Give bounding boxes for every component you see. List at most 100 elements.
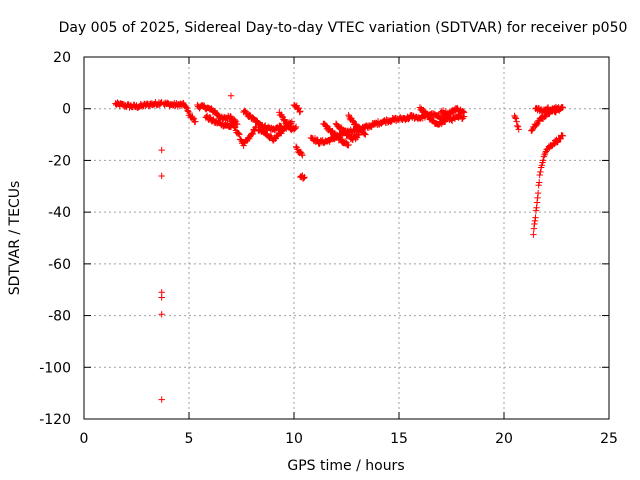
y-tick-label: 20 <box>53 50 71 66</box>
data-point <box>323 122 330 129</box>
data-point <box>300 174 307 182</box>
data-point <box>321 121 328 128</box>
data-point <box>297 149 305 156</box>
data-point <box>532 214 539 221</box>
y-tick-label: -120 <box>39 412 71 428</box>
data-point <box>164 99 171 107</box>
data-point <box>533 199 541 206</box>
data-point <box>301 174 308 181</box>
data-point <box>362 131 369 138</box>
y-tick-label: 0 <box>62 102 71 118</box>
data-point <box>192 118 199 125</box>
data-point <box>348 117 356 124</box>
x-tick-label: 5 <box>185 431 194 447</box>
data-point <box>460 108 467 115</box>
data-point <box>183 104 190 111</box>
data-point <box>249 130 256 138</box>
data-point <box>345 141 352 149</box>
x-tick-labels: 0 5 10 15 20 25 <box>80 431 618 447</box>
data-point <box>234 130 242 137</box>
data-point <box>248 130 256 137</box>
data-point <box>229 119 236 126</box>
x-axis-label: GPS time / hours <box>287 458 404 474</box>
data-point <box>157 100 165 107</box>
data-point <box>514 122 521 130</box>
chart-title: Day 005 of 2025, Sidereal Day-to-day VTE… <box>59 20 628 36</box>
data-point <box>354 131 361 139</box>
data-point <box>551 140 558 148</box>
data-point <box>296 108 303 116</box>
data-point <box>299 152 306 159</box>
data-point <box>158 311 165 318</box>
data-point <box>227 92 235 99</box>
data-point <box>528 127 536 134</box>
data-point <box>361 130 368 138</box>
x-tick-label: 10 <box>285 431 303 447</box>
y-tick-label: -20 <box>48 153 71 169</box>
data-point <box>298 150 305 158</box>
data-point <box>534 194 541 202</box>
data-point <box>158 172 165 180</box>
data-point <box>337 134 344 142</box>
data-point <box>514 123 522 130</box>
data-point <box>535 179 543 186</box>
data-point <box>405 115 412 123</box>
data-point <box>535 182 542 189</box>
data-point <box>297 108 304 115</box>
data-point <box>292 143 300 150</box>
data-point <box>299 175 307 182</box>
data-point <box>453 104 461 112</box>
y-tick-labels: -120 -100 -80 -60 -40 -20 0 20 <box>39 50 71 428</box>
data-point <box>530 231 537 238</box>
data-point <box>533 204 540 211</box>
data-point <box>430 117 437 124</box>
data-point <box>240 142 247 149</box>
data-point <box>537 168 544 176</box>
data-point <box>459 107 466 115</box>
data-point <box>189 113 196 121</box>
data-point <box>534 189 542 197</box>
data-point <box>190 115 198 122</box>
data-point <box>542 149 549 157</box>
data-point <box>232 123 239 131</box>
data-point <box>360 130 368 137</box>
x-tick-label: 0 <box>80 431 89 447</box>
plot-frame <box>83 56 610 420</box>
data-point <box>337 123 345 131</box>
x-tick-label: 20 <box>495 431 513 447</box>
data-point <box>285 120 292 127</box>
data-point <box>421 108 429 115</box>
data-point <box>442 118 449 125</box>
data-point <box>532 207 540 214</box>
y-tick-label: -80 <box>48 309 71 325</box>
data-point <box>402 116 409 124</box>
data-point <box>536 171 543 179</box>
data-point <box>460 109 468 116</box>
data-point <box>349 117 356 125</box>
data-point <box>292 123 300 131</box>
data-point <box>278 113 286 120</box>
data-point <box>512 114 519 121</box>
data-point <box>439 107 447 114</box>
data-point <box>559 104 566 111</box>
data-point <box>235 130 242 137</box>
data-point <box>313 136 321 143</box>
axis-ticks <box>83 56 610 420</box>
y-tick-label: -100 <box>39 360 71 376</box>
data-point <box>515 126 522 133</box>
y-tick-label: -60 <box>48 257 71 273</box>
data-point <box>158 294 165 301</box>
data-point <box>352 136 359 143</box>
data-point <box>538 161 545 169</box>
data-point <box>295 104 303 112</box>
data-point <box>559 132 566 140</box>
data-point <box>158 146 165 154</box>
data-point <box>186 109 193 117</box>
x-tick-label: 15 <box>390 431 408 447</box>
data-point <box>236 131 243 138</box>
data-point <box>513 118 520 125</box>
data-point <box>541 113 548 121</box>
data-point <box>292 124 299 132</box>
x-tick-label: 25 <box>600 431 618 447</box>
